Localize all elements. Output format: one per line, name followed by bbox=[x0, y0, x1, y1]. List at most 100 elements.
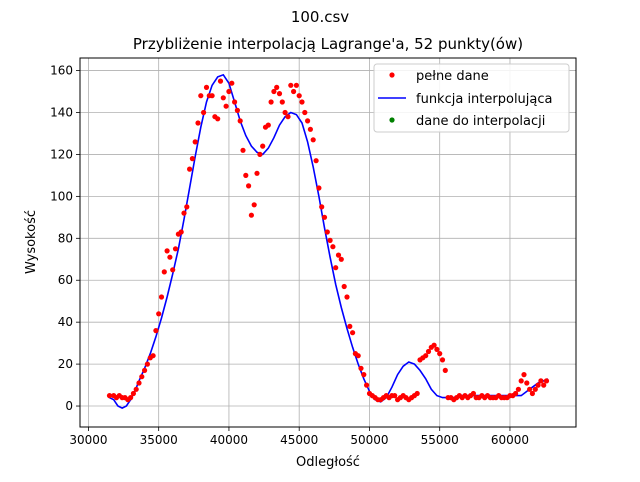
legend-box bbox=[373, 63, 570, 133]
data-point-full bbox=[158, 294, 165, 300]
y-tick-label: 60 bbox=[58, 273, 73, 287]
data-point-full bbox=[268, 99, 274, 105]
data-point-full bbox=[133, 386, 139, 392]
data-point-full bbox=[305, 118, 311, 124]
y-tick-label: 140 bbox=[50, 106, 73, 120]
data-point-full bbox=[285, 114, 291, 120]
data-point-full bbox=[437, 351, 443, 357]
data-point-full bbox=[243, 172, 249, 178]
data-point-full bbox=[529, 390, 536, 397]
data-point-full bbox=[316, 185, 322, 191]
y-tick-label: 0 bbox=[65, 399, 73, 413]
data-point-full bbox=[425, 348, 432, 355]
data-point-full bbox=[319, 204, 325, 210]
data-point-full bbox=[178, 229, 184, 235]
data-point-full bbox=[257, 151, 263, 157]
chart-title: Przybliżenie interpolacją Lagrange'a, 52… bbox=[133, 35, 523, 53]
data-point-full bbox=[198, 93, 204, 99]
data-point-full bbox=[106, 393, 113, 399]
data-point-full bbox=[276, 91, 283, 97]
data-point-full bbox=[223, 103, 229, 109]
x-tick-label: 30000 bbox=[69, 433, 107, 447]
data-point-full bbox=[296, 93, 302, 99]
data-point-full bbox=[423, 353, 429, 359]
data-point-full bbox=[282, 109, 288, 116]
data-point-full bbox=[240, 147, 246, 153]
data-point-full bbox=[535, 382, 541, 388]
data-point-full bbox=[414, 390, 420, 397]
data-point-full bbox=[271, 88, 277, 95]
data-point-full bbox=[234, 107, 240, 113]
data-point-full bbox=[521, 372, 527, 378]
data-point-full bbox=[209, 93, 215, 99]
legend-marker-nodes bbox=[389, 117, 395, 123]
data-point-full bbox=[442, 367, 448, 373]
data-point-full bbox=[217, 78, 224, 84]
data-point-full bbox=[358, 365, 364, 371]
data-point-full bbox=[310, 137, 316, 143]
data-point-full bbox=[338, 256, 344, 262]
data-point-full bbox=[361, 372, 367, 378]
data-point-full bbox=[350, 330, 356, 336]
data-point-full bbox=[142, 367, 148, 373]
data-point-full bbox=[254, 170, 260, 176]
data-point-full bbox=[274, 84, 280, 90]
data-point-full bbox=[172, 246, 179, 252]
data-point-full bbox=[192, 139, 198, 145]
data-point-full bbox=[470, 390, 476, 397]
data-point-full bbox=[291, 88, 297, 95]
data-point-full bbox=[279, 99, 285, 105]
data-point-full bbox=[144, 361, 150, 367]
data-point-full bbox=[524, 380, 530, 386]
legend: pełne dane funkcja interpolująca dane do… bbox=[373, 63, 570, 133]
data-point-full bbox=[248, 212, 254, 218]
data-point-full bbox=[532, 386, 538, 392]
legend-label-nodes: dane do interpolacji bbox=[416, 114, 545, 129]
data-point-full bbox=[226, 88, 232, 95]
x-tick-label: 45000 bbox=[280, 433, 318, 447]
data-point-full bbox=[237, 118, 243, 124]
data-point-full bbox=[313, 158, 319, 164]
data-point-full bbox=[538, 378, 544, 384]
x-tick-label: 35000 bbox=[140, 433, 178, 447]
data-point-full bbox=[189, 156, 195, 162]
data-point-full bbox=[344, 294, 350, 300]
data-point-full bbox=[187, 166, 193, 172]
tick-labels: 30000 35000 40000 45000 50000 55000 60000 0 20 40… bbox=[50, 64, 529, 447]
data-point-full bbox=[153, 328, 159, 334]
x-tick-label: 40000 bbox=[210, 433, 248, 447]
legend-label-full-data: pełne dane bbox=[416, 69, 489, 84]
data-point-full bbox=[299, 99, 305, 105]
x-tick-label: 60000 bbox=[491, 433, 529, 447]
y-tick-label: 160 bbox=[50, 64, 73, 78]
data-point-full bbox=[128, 395, 134, 401]
data-point-full bbox=[341, 283, 347, 290]
series-layer bbox=[106, 73, 550, 409]
data-point-full bbox=[434, 346, 440, 352]
data-point-full bbox=[251, 202, 257, 208]
data-point-full bbox=[246, 183, 252, 189]
data-point-full bbox=[307, 126, 313, 132]
data-point-full bbox=[513, 390, 519, 397]
data-point-full bbox=[355, 353, 361, 359]
data-point-full bbox=[392, 393, 398, 399]
data-point-full bbox=[543, 378, 550, 384]
legend-marker-full-data bbox=[389, 72, 395, 78]
data-point-full bbox=[201, 109, 207, 116]
data-point-full bbox=[150, 353, 156, 359]
data-point-full bbox=[170, 267, 176, 273]
data-point-full bbox=[347, 323, 353, 329]
legend-label-interpolating: funkcja interpolująca bbox=[416, 92, 552, 107]
data-point-full bbox=[293, 82, 299, 88]
x-tick-label: 55000 bbox=[421, 433, 459, 447]
chart-suptitle: 100.csv bbox=[291, 8, 349, 26]
data-point-full bbox=[195, 120, 201, 126]
data-point-full bbox=[321, 214, 328, 220]
data-point-full bbox=[333, 265, 339, 271]
y-tick-label: 40 bbox=[58, 315, 73, 329]
data-point-full bbox=[431, 342, 437, 348]
data-point-full bbox=[324, 229, 330, 235]
data-point-full bbox=[139, 374, 145, 380]
data-point-full bbox=[136, 380, 142, 386]
data-point-full bbox=[184, 204, 190, 210]
